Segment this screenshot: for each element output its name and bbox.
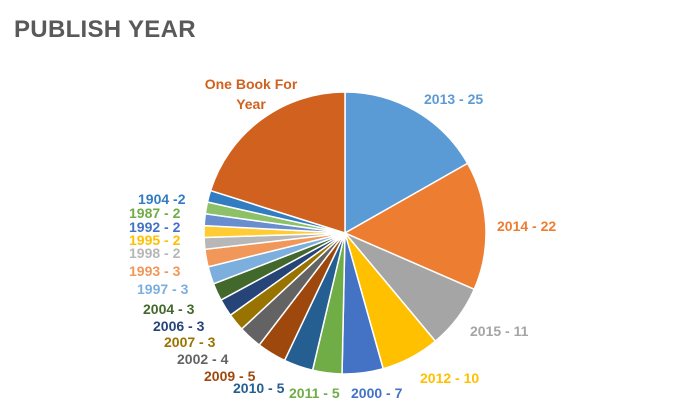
pie-slice bbox=[209, 91, 346, 235]
slice-label: 2006 - 3 bbox=[153, 318, 205, 334]
slice-label: 1998 - 2 bbox=[129, 245, 181, 261]
slice-label: 1995 - 2 bbox=[129, 232, 181, 248]
slice-label: 1992 - 2 bbox=[129, 219, 181, 235]
pie-slice bbox=[343, 162, 487, 291]
slice-label: 1997 - 3 bbox=[137, 281, 189, 297]
slice-label: 2002 - 4 bbox=[177, 351, 229, 367]
slice-label: 2015 - 11 bbox=[470, 323, 529, 339]
slice-label: 2012 - 10 bbox=[420, 370, 479, 386]
slice-label: 2013 - 25 bbox=[424, 91, 483, 107]
slice-label: 1904 -2 bbox=[138, 191, 186, 207]
slice-label: 2011 - 5 bbox=[289, 385, 340, 401]
slice-label: 2000 - 7 bbox=[351, 385, 403, 401]
slice-label: 2014 - 22 bbox=[497, 218, 556, 234]
slice-label: One Book For Year bbox=[205, 76, 298, 112]
slice-label: 1993 - 3 bbox=[129, 263, 181, 279]
slice-label: 2009 - 5 bbox=[204, 368, 256, 384]
slice-label: 2007 - 3 bbox=[164, 334, 216, 350]
pie-slice bbox=[344, 91, 469, 235]
slice-label: 1987 - 2 bbox=[129, 205, 181, 221]
slice-label: 2004 - 3 bbox=[143, 301, 195, 317]
slice-label: 2010 - 5 bbox=[233, 380, 285, 396]
chart-title: PUBLISH YEAR bbox=[14, 16, 196, 43]
